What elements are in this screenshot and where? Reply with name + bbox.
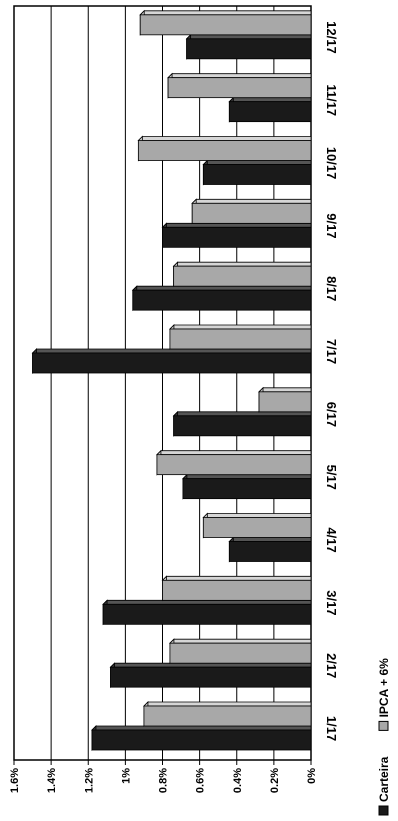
category-label: 10/17 xyxy=(324,147,339,180)
bar xyxy=(167,77,312,99)
category-label: 11/17 xyxy=(324,84,339,116)
bar xyxy=(202,164,312,185)
bar-top-face xyxy=(102,599,312,605)
bar-top-face xyxy=(142,701,312,707)
category-label: 7/17 xyxy=(324,339,339,364)
legend-label: IPCA + 6% xyxy=(377,658,391,718)
bar xyxy=(173,265,312,287)
category-label: 6/17 xyxy=(324,402,339,427)
plot-area: 0% 0.2% 0.4% 0.6% 0.8% 1% 1.2% 1.4% 1.6% 1/17 2/17… xyxy=(9,5,391,816)
category-label: 5/17 xyxy=(324,465,339,490)
bar-top-face xyxy=(161,575,312,581)
tick-label: 1.6% xyxy=(9,768,21,793)
bar xyxy=(137,140,312,161)
bar xyxy=(91,729,312,751)
bar xyxy=(182,478,312,500)
bar xyxy=(191,202,312,224)
bar xyxy=(162,579,312,601)
bar-top-face xyxy=(185,34,312,40)
legend-swatch xyxy=(378,720,389,731)
category-label: 4/17 xyxy=(324,527,339,552)
bar-top-face xyxy=(172,411,312,417)
bar-top-face xyxy=(258,387,312,393)
bar xyxy=(202,517,312,538)
bar-top-face xyxy=(155,450,312,456)
category-label: 1/17 xyxy=(324,716,339,741)
bar xyxy=(110,666,312,688)
bar xyxy=(186,38,312,60)
bar xyxy=(173,415,312,437)
tick-label: 0.4% xyxy=(232,768,244,793)
bar-top-face xyxy=(202,513,312,518)
bar-top-face xyxy=(109,662,312,668)
bar-top-face xyxy=(167,73,312,79)
category-label: 3/17 xyxy=(324,590,339,615)
legend-label: Carteira xyxy=(377,756,391,802)
bar-top-face xyxy=(161,222,312,228)
bar xyxy=(162,226,312,248)
bar-top-face xyxy=(168,324,312,330)
bar-top-face xyxy=(139,10,312,16)
bar xyxy=(169,328,312,350)
bar xyxy=(102,603,312,625)
tick-label: 1.4% xyxy=(46,768,58,793)
bar-top-face xyxy=(31,348,312,354)
bar-top-face xyxy=(191,198,312,204)
bar xyxy=(143,705,312,727)
tick-label: 0.6% xyxy=(195,768,207,793)
tick-label: 0.2% xyxy=(269,768,281,793)
category-label: 2/17 xyxy=(324,653,339,678)
bar xyxy=(132,289,312,311)
category-label: 9/17 xyxy=(324,213,339,238)
tick-label: 0% xyxy=(306,768,318,784)
tick-label: 1% xyxy=(120,768,132,784)
bar xyxy=(258,391,312,413)
bar-top-face xyxy=(228,537,312,542)
tick-label: 0.8% xyxy=(158,768,170,793)
bar-top-face xyxy=(90,725,312,731)
legend: Carteira IPCA + 6% xyxy=(377,658,391,816)
bar-top-face xyxy=(137,136,312,141)
bar-top-face xyxy=(228,97,312,103)
category-label: 8/17 xyxy=(324,276,339,301)
bar xyxy=(228,101,312,123)
bar-top-face xyxy=(131,285,312,291)
bar xyxy=(139,14,312,36)
bar-top-face xyxy=(172,261,312,267)
category-label: 12/17 xyxy=(324,21,339,54)
bar-top-face xyxy=(181,474,312,480)
bar-top-face xyxy=(168,638,312,644)
bar xyxy=(169,642,312,664)
bar-top-face xyxy=(202,160,312,165)
tick-label: 1.2% xyxy=(83,768,95,793)
bar xyxy=(228,541,312,562)
legend-swatch xyxy=(378,805,389,816)
bar xyxy=(32,352,312,374)
bar xyxy=(156,454,312,476)
